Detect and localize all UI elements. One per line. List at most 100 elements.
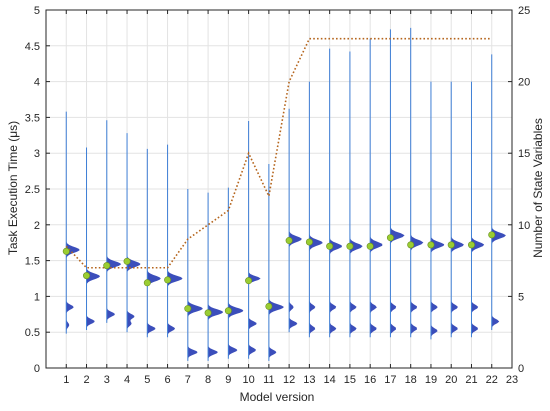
median-marker-18 [407, 242, 413, 248]
violin-body [492, 54, 506, 330]
median-marker-19 [428, 242, 434, 248]
x-tick-label: 20 [445, 374, 457, 386]
x-tick-label: 14 [324, 374, 336, 386]
x-tick-label: 6 [165, 374, 171, 386]
violin-19 [431, 82, 444, 340]
median-marker-5 [144, 280, 150, 286]
violin-body [87, 147, 101, 330]
violin-15 [350, 52, 363, 338]
y-left-tick-label: 3 [34, 148, 40, 160]
x-tick-label: 3 [104, 374, 110, 386]
x-tick-label: 1 [63, 374, 69, 386]
violin-9 [228, 188, 243, 359]
median-marker-1 [63, 248, 69, 254]
x-tick-label: 13 [303, 374, 315, 386]
x-tick-label: 17 [384, 374, 396, 386]
violin-body [269, 164, 284, 361]
median-marker-4 [124, 258, 130, 264]
median-marker-8 [205, 310, 211, 316]
violin-7 [188, 189, 203, 361]
median-marker-15 [347, 243, 353, 249]
violin-body [350, 52, 363, 338]
x-tick-label: 7 [185, 374, 191, 386]
x-tick-label: 9 [225, 374, 231, 386]
y-right-tick-label: 15 [518, 148, 530, 160]
y-right-tick-label: 0 [518, 363, 524, 375]
x-tick-label: 23 [506, 374, 518, 386]
median-marker-9 [225, 308, 231, 314]
y-right-tick-label: 25 [518, 5, 530, 17]
median-marker-11 [266, 303, 272, 309]
y-left-tick-label: 5 [34, 5, 40, 17]
violin-body [188, 189, 203, 361]
median-marker-14 [326, 243, 332, 249]
violin-13 [309, 82, 322, 338]
x-tick-label: 15 [344, 374, 356, 386]
x-tick-label: 2 [83, 374, 89, 386]
violin-21 [471, 82, 484, 338]
y-right-tick-label: 20 [518, 77, 530, 89]
violin-body [228, 188, 243, 359]
violin-body [289, 109, 302, 332]
x-tick-label: 11 [263, 374, 274, 386]
violin-body [431, 82, 444, 340]
x-tick-label: 10 [242, 374, 254, 386]
violin-body [147, 149, 160, 337]
x-tick-label: 22 [486, 374, 498, 386]
x-axis-label: Model version [240, 390, 315, 404]
x-tick-label: 16 [364, 374, 376, 386]
violin-body [451, 82, 464, 338]
violin-body [168, 145, 183, 338]
x-tick-label: 21 [465, 374, 477, 386]
violin-body [411, 28, 424, 337]
violin-body [390, 29, 404, 337]
violin-12 [289, 109, 302, 332]
violin-body [370, 39, 382, 338]
median-marker-6 [164, 277, 170, 283]
x-tick-label: 4 [124, 374, 130, 386]
median-marker-21 [468, 242, 474, 248]
violin-5 [147, 149, 160, 337]
x-tick-label: 18 [405, 374, 417, 386]
violin-body [208, 193, 223, 361]
violin-2 [87, 147, 101, 330]
median-marker-16 [367, 243, 373, 249]
y-left-tick-label: 0.5 [25, 327, 40, 339]
x-tick-label: 8 [205, 374, 211, 386]
y-right-tick-label: 5 [518, 291, 524, 303]
violin-body [471, 82, 484, 338]
x-tick-label: 12 [283, 374, 295, 386]
violin-17 [390, 29, 404, 337]
violin-14 [330, 49, 342, 338]
y-right-tick-label: 10 [518, 220, 530, 232]
x-tick-label: 19 [425, 374, 437, 386]
violin-11 [269, 164, 284, 361]
y-left-tick-label: 1 [34, 291, 40, 303]
violin-20 [451, 82, 464, 338]
y-left-tick-label: 1.5 [25, 256, 40, 268]
y-left-tick-label: 4 [34, 77, 40, 89]
violin-body [309, 82, 322, 338]
y-axis-right-label: Number of State Variables [531, 118, 545, 258]
median-markers [63, 232, 495, 316]
violin-1 [66, 112, 79, 334]
median-marker-2 [83, 272, 89, 278]
violin-body [66, 112, 79, 334]
median-marker-17 [387, 234, 393, 240]
grid-lines [46, 10, 512, 368]
violin-3 [107, 120, 121, 323]
violin-body [107, 120, 121, 323]
violin-body [330, 49, 342, 338]
y-left-tick-label: 3.5 [25, 112, 40, 124]
median-marker-13 [306, 239, 312, 245]
violin-16 [370, 39, 382, 338]
y-axis-left-label: Task Execution Time (μs) [6, 121, 20, 255]
median-marker-22 [489, 232, 495, 238]
violin-22 [492, 54, 506, 330]
y-left-tick-label: 4.5 [25, 41, 40, 53]
median-marker-7 [185, 305, 191, 311]
x-tick-label: 5 [144, 374, 150, 386]
median-marker-3 [104, 262, 110, 268]
